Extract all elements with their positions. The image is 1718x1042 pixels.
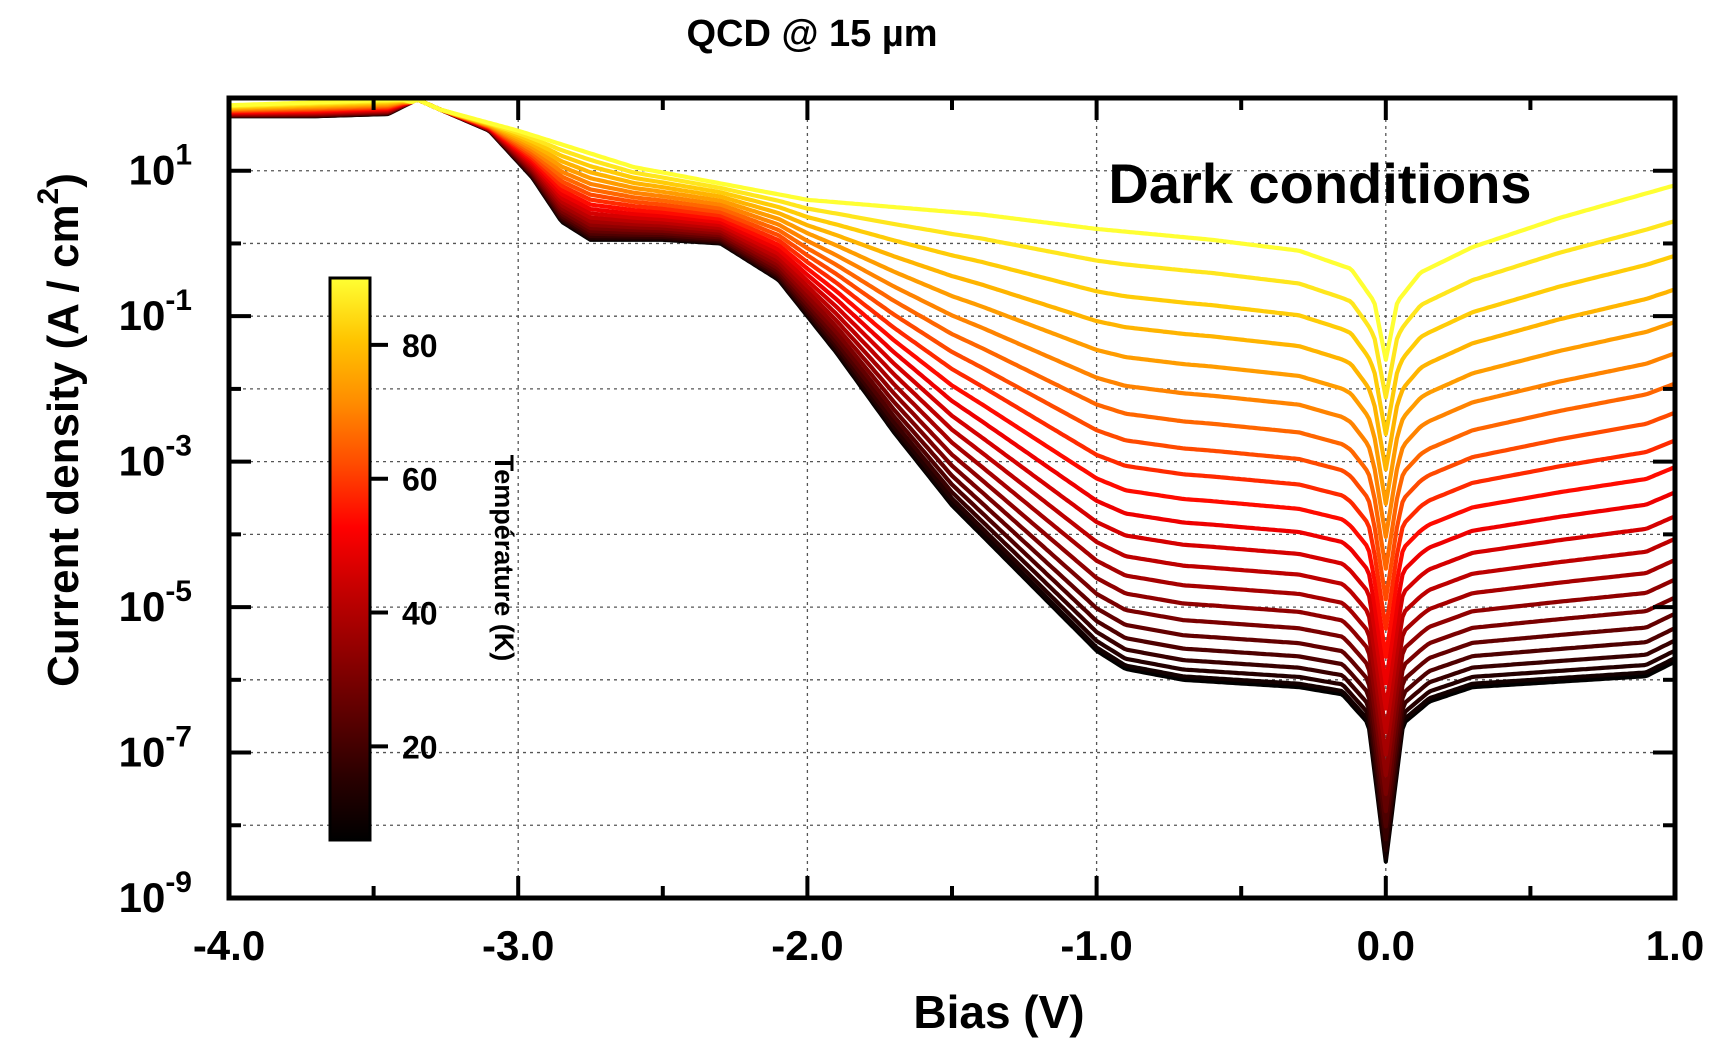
y-tick-label: 10-3 — [119, 430, 192, 485]
x-tick-label: -1.0 — [1060, 922, 1132, 969]
colorbar-gradient — [328, 276, 372, 842]
x-axis-label: Bias (V) — [913, 986, 1084, 1038]
colorbar-tick-label: 20 — [402, 729, 438, 765]
x-tick-label: -3.0 — [482, 922, 554, 969]
y-axis-label: Current density (A / cm2) — [32, 173, 88, 687]
x-tick-label: -2.0 — [771, 922, 843, 969]
y-axis-label-main: Current density (A / cm — [39, 204, 88, 686]
y-tick-label: 10-7 — [119, 721, 192, 776]
colorbar-tick-label: 60 — [402, 462, 438, 498]
colorbar-tick-label: 40 — [402, 596, 438, 632]
colorbar-tick-label: 80 — [402, 328, 438, 364]
dark-conditions-annotation: Dark conditions — [1108, 152, 1531, 215]
y-tick-label: 10-1 — [119, 284, 192, 339]
y-tick-label: 10-9 — [119, 866, 192, 921]
curve-90K — [226, 97, 1678, 362]
y-tick-label: 10-5 — [119, 575, 192, 630]
y-axis-label-superscript: 2 — [32, 188, 65, 205]
y-axis-label-close: ) — [39, 173, 88, 188]
colorbar: 20 40 60 80 Température (K) — [328, 276, 519, 842]
curves — [226, 97, 1678, 864]
y-tick-label: 101 — [129, 139, 192, 194]
axis-ticks: -4.0 -3.0 -2.0 -1.0 0.0 1.0 101 10-1 10-3 10-5 10-… — [119, 96, 1704, 969]
colorbar-label: Température (K) — [489, 455, 519, 662]
x-tick-label: 1.0 — [1646, 922, 1704, 969]
x-tick-label: -4.0 — [193, 922, 265, 969]
chart-title: QCD @ 15 µm — [686, 13, 937, 55]
x-tick-label: 0.0 — [1357, 922, 1415, 969]
